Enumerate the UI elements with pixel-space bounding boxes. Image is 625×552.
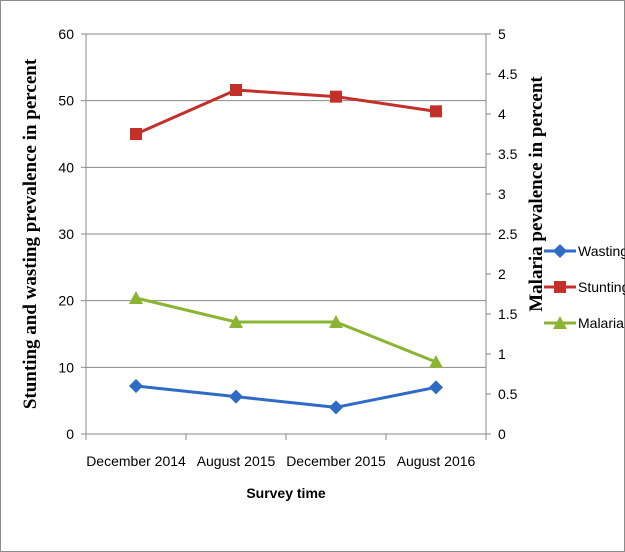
wasting-data-point (329, 400, 343, 415)
y-tick-label-right: 0.5 (498, 386, 518, 402)
axes (81, 33, 491, 440)
series-group (129, 84, 443, 415)
x-tick-label: December 2015 (286, 453, 386, 469)
x-tick-labels: December 2014 August 2015 December 2015 Aug… (86, 453, 475, 469)
gridlines (86, 33, 486, 368)
y-tick-label-right: 3.5 (498, 146, 518, 162)
y-tick-label-right: 4.5 (498, 66, 518, 82)
stunting-data-point (130, 128, 142, 140)
wasting-data-point (229, 389, 243, 404)
legend-marker-stunting (554, 281, 566, 293)
y-tick-label-left: 30 (58, 226, 74, 242)
y-tick-label-left: 50 (58, 93, 74, 109)
y-tick-label-right: 4 (498, 106, 506, 122)
legend-marker-malaria (553, 316, 567, 329)
stunting-data-point (230, 84, 242, 96)
malaria-data-point (129, 291, 143, 304)
y-tick-label-right: 2 (498, 266, 506, 282)
legend-label-wasting: Wasting (578, 243, 625, 259)
x-tick-label: August 2015 (197, 453, 276, 469)
x-tick-label: December 2014 (86, 453, 186, 469)
legend-marker-wasting (553, 244, 567, 258)
y-tick-label-right: 3 (498, 186, 506, 202)
y-tick-label-right: 0 (498, 426, 506, 442)
y-tick-label-left: 10 (58, 359, 74, 375)
right-tick-labels: 0 0.5 1 1.5 2 2.5 3 3.5 4 4.5 5 (498, 26, 518, 442)
legend-label-stunting: Stunting (578, 279, 625, 295)
y-tick-label-right: 2.5 (498, 226, 518, 242)
wasting-data-point (129, 379, 143, 393)
malaria-data-point (229, 315, 243, 328)
y-axis-label-right: Malaria pevalence in percent (526, 76, 547, 312)
wasting-data-point (429, 380, 443, 395)
y-tick-label-left: 40 (58, 159, 74, 175)
y-axis-label-left: Stunting and wasting prevalence in perce… (20, 58, 41, 409)
stunting-data-point (330, 90, 342, 103)
y-tick-label-right: 1 (498, 346, 506, 362)
malaria-data-point (429, 355, 443, 368)
x-axis-label: Survey time (246, 485, 326, 501)
wasting-series-line (135, 384, 437, 409)
stunting-series-line (135, 88, 437, 136)
y-tick-label-left: 0 (66, 426, 74, 442)
legend: Wasting Stunting Malaria (544, 243, 625, 331)
y-tick-label-left: 20 (58, 293, 74, 309)
legend-label-malaria: Malaria (578, 315, 624, 331)
left-tick-labels: 0 10 20 30 40 50 60 (58, 26, 74, 442)
malaria-data-point (329, 315, 343, 328)
malaria-series-line (135, 296, 437, 364)
y-tick-label-right: 1.5 (498, 306, 518, 322)
y-tick-label-right: 5 (498, 26, 506, 42)
stunting-data-point (430, 105, 442, 118)
x-tick-label: August 2016 (397, 453, 476, 469)
y-tick-label-left: 60 (58, 26, 74, 42)
